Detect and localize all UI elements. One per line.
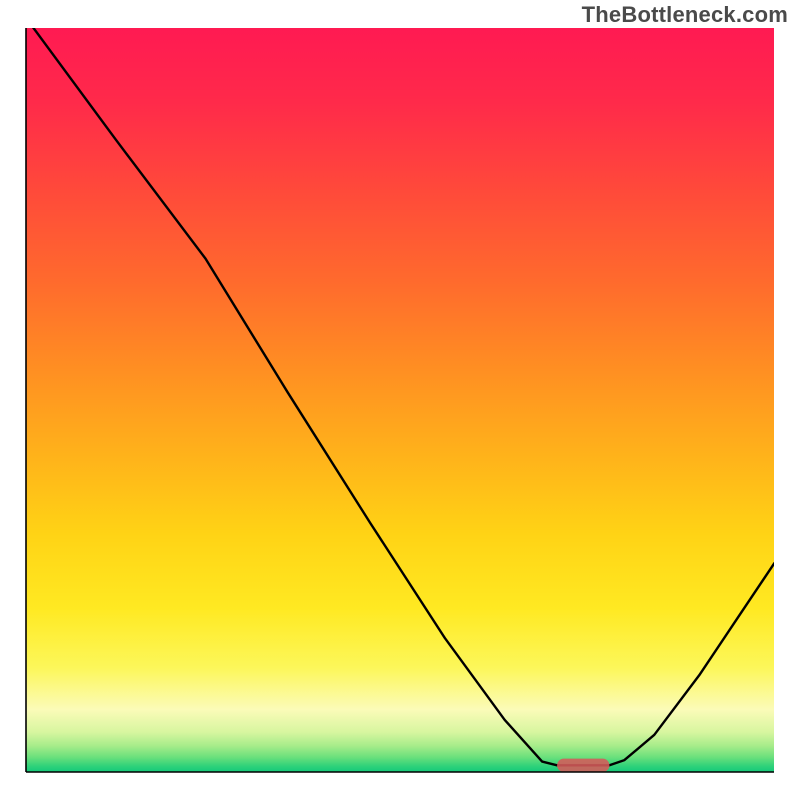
plot-area [26, 28, 774, 772]
optimal-marker [557, 759, 609, 772]
gradient-background [26, 28, 774, 772]
bottleneck-chart: TheBottleneck.com [0, 0, 800, 800]
chart-svg [0, 0, 800, 800]
watermark-text: TheBottleneck.com [582, 2, 788, 28]
